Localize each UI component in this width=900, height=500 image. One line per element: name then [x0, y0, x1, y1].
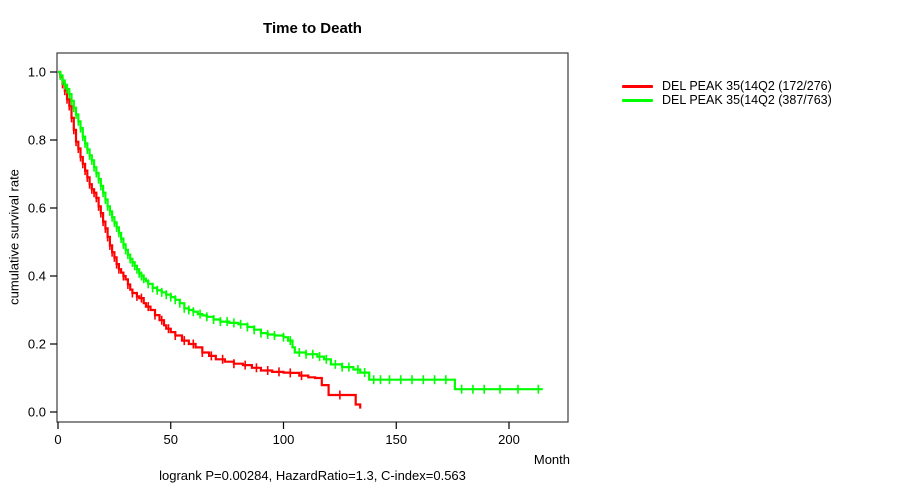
stats-annotation: logrank P=0.00284, HazardRatio=1.3, C-in…	[159, 468, 466, 483]
y-axis-tick-label: 0.2	[28, 337, 46, 352]
chart-title: Time to Death	[263, 20, 362, 37]
legend-label: DEL PEAK 35(14Q2 (172/276)	[662, 79, 832, 93]
legend-line-swatch	[622, 84, 653, 88]
y-axis-tick-label: 0.0	[28, 405, 46, 420]
plot-border	[56, 52, 569, 423]
y-axis-tick-label: 0.4	[28, 269, 46, 284]
x-axis-tick-label: 0	[54, 432, 61, 447]
legend-item: DEL PEAK 35(14Q2 (172/276)	[622, 79, 832, 93]
x-axis-tick-label: 150	[385, 432, 407, 447]
y-axis-tick-label: 0.8	[28, 133, 46, 148]
survival-curve	[58, 70, 543, 391]
legend-label: DEL PEAK 35(14Q2 (387/763)	[662, 93, 832, 107]
x-axis-tick-label: 200	[498, 432, 520, 447]
survival-curve	[58, 70, 362, 409]
x-axis-tick-label: 50	[164, 432, 178, 447]
y-axis-label: cumulative survival rate	[6, 169, 22, 305]
x-axis-unit-label: Month	[533, 452, 570, 467]
y-axis-tick-label: 1.0	[28, 65, 46, 80]
legend: DEL PEAK 35(14Q2 (172/276) DEL PEAK 35(14…	[622, 79, 832, 107]
legend-item: DEL PEAK 35(14Q2 (387/763)	[622, 93, 832, 107]
legend-line-swatch	[622, 98, 653, 102]
y-axis-tick-label: 0.6	[28, 201, 46, 216]
x-axis-tick-label: 100	[273, 432, 295, 447]
